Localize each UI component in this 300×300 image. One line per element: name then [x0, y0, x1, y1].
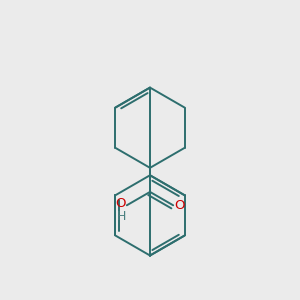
- Text: H: H: [117, 210, 126, 223]
- Text: O: O: [115, 197, 125, 210]
- Text: O: O: [175, 199, 185, 212]
